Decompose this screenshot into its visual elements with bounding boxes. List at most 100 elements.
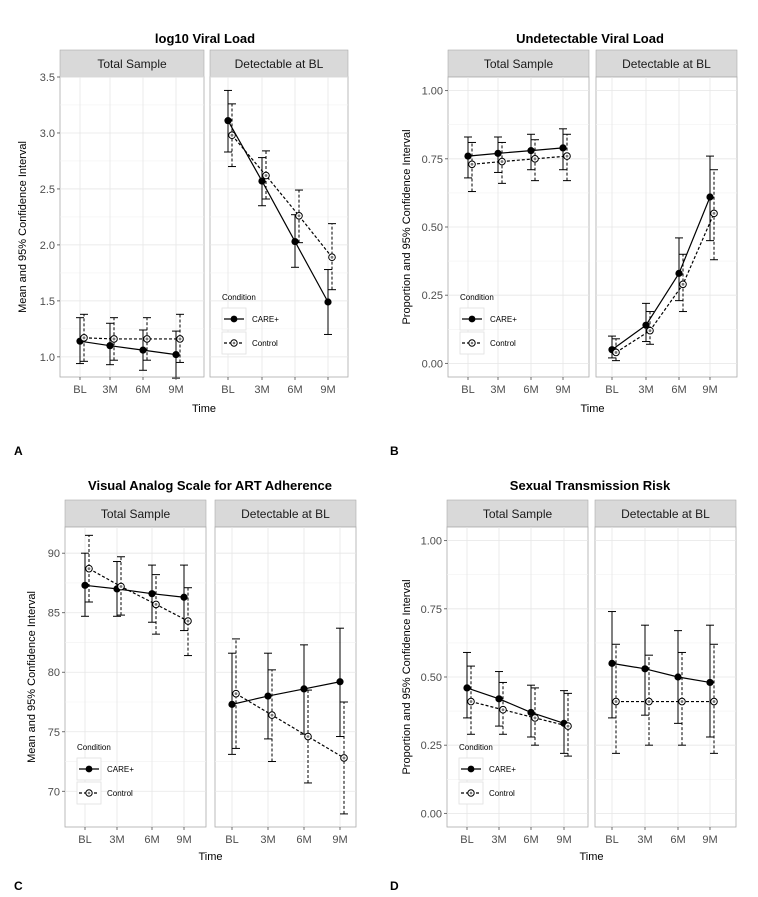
- facet-label: Detectable at BL: [621, 507, 710, 521]
- data-point-center: [712, 211, 716, 215]
- series-line: [79, 340, 177, 356]
- legend-key-point: [468, 315, 476, 323]
- data-point-center: [119, 585, 123, 588]
- data-point: [81, 581, 89, 589]
- data-point: [148, 590, 156, 598]
- data-point-center: [112, 337, 116, 341]
- data-point: [224, 117, 232, 125]
- facet-label: Total Sample: [483, 507, 553, 521]
- facet-strip: [446, 499, 589, 528]
- y-axis-label: Proportion and 95% Confidence Interval: [401, 579, 413, 774]
- x-tick-label: BL: [461, 384, 474, 396]
- series-care-plus: [608, 611, 714, 738]
- x-tick-label: 6M: [287, 384, 302, 396]
- data-point-center: [82, 336, 86, 340]
- series-line: [231, 681, 341, 705]
- x-tick-label: 3M: [109, 834, 124, 846]
- y-axis-label: Proportion and 95% Confidence Interval: [401, 129, 413, 324]
- y-tick-label: 1.00: [422, 86, 443, 98]
- y-tick-label: 3.0: [40, 128, 55, 140]
- data-point-center: [264, 174, 268, 177]
- legend: Condition CARE+ Control: [459, 293, 517, 355]
- data-point-center: [614, 351, 618, 354]
- x-tick-label: BL: [73, 384, 86, 396]
- data-point: [675, 269, 683, 277]
- data-point: [300, 685, 308, 693]
- series-care-plus: [228, 627, 344, 755]
- y-tick-label: 0.00: [422, 358, 443, 370]
- y-tick-label: 75: [48, 727, 60, 739]
- y-tick-label: 90: [48, 548, 60, 560]
- y-tick-label: 1.5: [40, 296, 55, 308]
- legend-title: Condition: [77, 743, 111, 752]
- chart-B: Undetectable Viral Load Total Sample BL 3M 6…: [390, 31, 738, 458]
- facet-1: Detectable at BL BL 3M 6M 9M: [595, 49, 738, 396]
- chart-title: log10 Viral Load: [155, 31, 255, 46]
- data-point: [674, 673, 682, 681]
- legend-title: Condition: [459, 743, 493, 752]
- legend: Condition CARE+ Control: [76, 743, 134, 805]
- legend-label-care-plus: CARE+: [252, 315, 279, 324]
- data-point-center: [186, 619, 190, 623]
- data-point: [642, 321, 650, 329]
- data-point-center: [154, 602, 158, 606]
- legend-label-care-plus: CARE+: [490, 315, 517, 324]
- data-point: [495, 695, 503, 703]
- facet-strip: [447, 49, 590, 78]
- x-tick-label: BL: [605, 834, 618, 846]
- x-tick-label: 9M: [168, 384, 183, 396]
- legend-label-control: Control: [490, 339, 516, 348]
- x-tick-label: 3M: [491, 834, 506, 846]
- chart-C: Visual Analog Scale for ART Adherence Tot…: [14, 478, 357, 893]
- x-tick-label: 6M: [671, 384, 686, 396]
- chart-D: Sexual Transmission Risk Total Sample BL 3M…: [390, 478, 737, 893]
- series-line: [84, 584, 185, 598]
- x-tick-label: BL: [460, 834, 473, 846]
- legend-label-control: Control: [489, 789, 515, 798]
- x-tick-label: 9M: [555, 384, 570, 396]
- x-tick-label: 3M: [490, 384, 505, 396]
- y-tick-label: 0.75: [422, 154, 443, 166]
- series-control: [467, 665, 572, 757]
- facet-strip: [59, 49, 205, 78]
- data-point: [706, 678, 714, 687]
- series-line: [88, 568, 189, 622]
- y-tick-label: 0.00: [421, 808, 442, 820]
- data-point: [641, 665, 649, 673]
- series-line: [615, 213, 715, 353]
- plot-area: [59, 76, 205, 378]
- facet-label: Detectable at BL: [622, 57, 711, 71]
- x-tick-label: BL: [605, 384, 618, 396]
- series-line: [83, 337, 180, 340]
- series-control: [232, 638, 348, 815]
- series-line: [235, 693, 345, 759]
- series-line: [231, 134, 333, 258]
- series-control: [468, 133, 571, 193]
- x-tick-label: BL: [221, 384, 234, 396]
- panel-letter: A: [14, 444, 23, 458]
- x-tick-label: BL: [225, 834, 238, 846]
- x-tick-label: 9M: [702, 384, 717, 396]
- data-point: [463, 684, 471, 692]
- data-point-center: [648, 329, 652, 333]
- y-tick-label: 80: [48, 667, 60, 679]
- legend-label-control: Control: [107, 789, 133, 798]
- data-point-center: [342, 756, 346, 760]
- series-control: [80, 313, 184, 363]
- data-point-center: [500, 160, 504, 163]
- y-tick-label: 70: [48, 786, 60, 798]
- x-tick-label: 6M: [296, 834, 311, 846]
- facet-strip: [209, 49, 349, 78]
- facet-label: Detectable at BL: [235, 57, 324, 71]
- data-point-center: [647, 700, 651, 703]
- data-point: [494, 149, 502, 157]
- data-point: [559, 144, 567, 152]
- y-tick-label: 2.0: [40, 240, 55, 252]
- data-point-center: [330, 255, 334, 259]
- chart-title: Sexual Transmission Risk: [510, 478, 671, 493]
- data-point-center: [234, 692, 238, 696]
- data-point: [180, 593, 188, 601]
- data-point-center: [178, 337, 182, 341]
- facet-1: Detectable at BL BL 3M 6M 9M: [594, 499, 737, 846]
